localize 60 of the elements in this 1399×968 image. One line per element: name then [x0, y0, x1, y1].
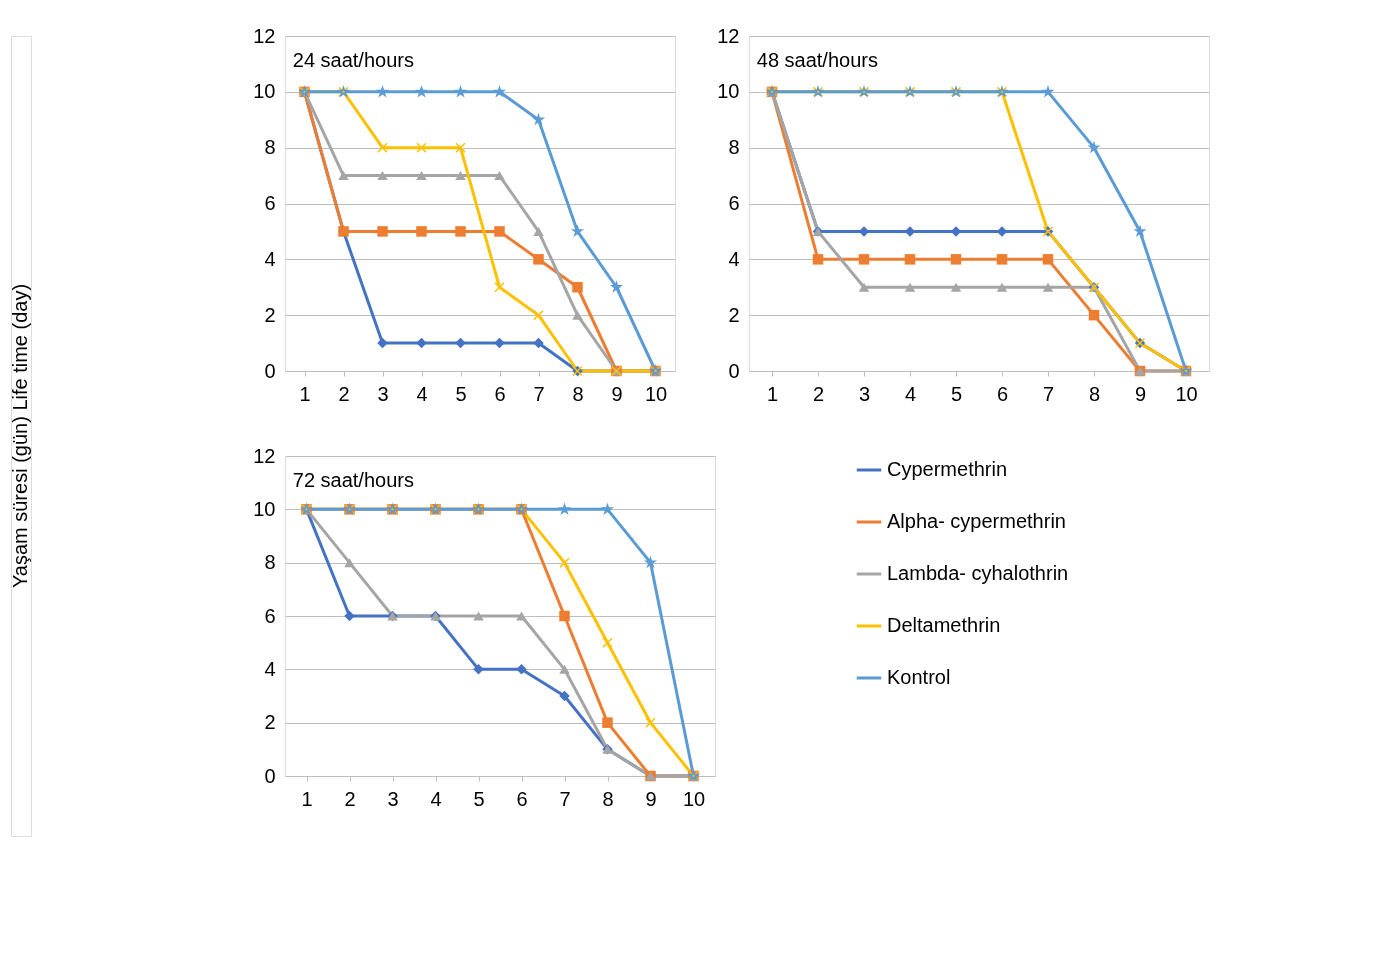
x-tick-label: 8 [572, 382, 584, 405]
y-tick-label: 2 [264, 711, 276, 734]
x-tick-label: 2 [338, 382, 350, 405]
x-tick-label: 9 [1134, 382, 1147, 405]
y-tick-label: 2 [728, 303, 740, 326]
y-tick-label: 12 [253, 24, 276, 47]
x-tick-label: 4 [430, 787, 442, 810]
y-tick-label: 0 [264, 764, 276, 787]
x-tick-label: 3 [858, 382, 871, 405]
legend-label: Alpha- cypermethrin [887, 510, 1066, 532]
x-tick-label: 6 [516, 787, 528, 810]
y-tick-label: 6 [264, 192, 276, 214]
y-tick-label: 6 [728, 192, 740, 214]
y-tick-label: 2 [264, 303, 276, 326]
y-tick-label: 0 [264, 359, 276, 382]
x-tick-label: 7 [1042, 382, 1055, 405]
x-tick-label: 5 [950, 382, 963, 405]
x-tick-label: 6 [996, 382, 1009, 405]
y-tick-label: 12 [253, 444, 276, 467]
x-tick-label: 2 [344, 787, 356, 810]
x-tick-label: 1 [299, 382, 311, 405]
y-tick-label: 0 [728, 359, 740, 382]
legend-label: Deltamethrin [887, 614, 1001, 636]
y-tick-label: 4 [728, 247, 740, 270]
y-tick-label: 10 [253, 497, 276, 520]
text: 48 saat/hours [756, 49, 878, 71]
y-tick-label: 10 [717, 80, 740, 103]
x-tick-label: 3 [377, 382, 389, 405]
y-tick-label: 6 [264, 604, 276, 627]
text: 24 saat/hours [292, 49, 414, 71]
x-tick-label: 3 [387, 787, 399, 810]
x-tick-label: 1 [301, 787, 313, 810]
x-tick-label: 8 [602, 787, 614, 810]
y-tick-label: 4 [264, 247, 276, 270]
x-tick-label: 4 [904, 382, 917, 405]
x-tick-label: 7 [559, 787, 571, 810]
x-tick-label: 6 [494, 382, 506, 405]
x-tick-label: 5 [455, 382, 467, 405]
x-tick-label: 2 [812, 382, 825, 405]
text: 72 saat/hours [292, 469, 414, 491]
y-tick-label: 10 [253, 80, 276, 103]
x-tick-label: 9 [645, 787, 657, 810]
x-tick-label: 4 [416, 382, 428, 405]
legend-label: Cypermethrin [887, 458, 1008, 480]
y-axis-title: Yaşam süresi (gün) Life time (day) [9, 283, 31, 589]
x-tick-label: 1 [766, 382, 779, 405]
legend-label: Lambda- cyhalothrin [887, 562, 1069, 584]
x-tick-label: 10 [644, 382, 668, 405]
legend-label: Kontrol [887, 666, 951, 688]
y-tick-label: 8 [264, 136, 276, 159]
y-tick-label: 8 [264, 551, 276, 574]
x-tick-label: 7 [533, 382, 545, 405]
x-tick-label: 8 [1088, 382, 1101, 405]
x-tick-label: 10 [1175, 382, 1198, 405]
y-tick-label: 4 [264, 657, 276, 680]
x-tick-label: 5 [473, 787, 485, 810]
x-tick-label: 9 [611, 382, 623, 405]
x-tick-label: 10 [682, 787, 706, 810]
y-tick-label: 12 [717, 24, 740, 47]
y-tick-label: 8 [728, 136, 740, 159]
